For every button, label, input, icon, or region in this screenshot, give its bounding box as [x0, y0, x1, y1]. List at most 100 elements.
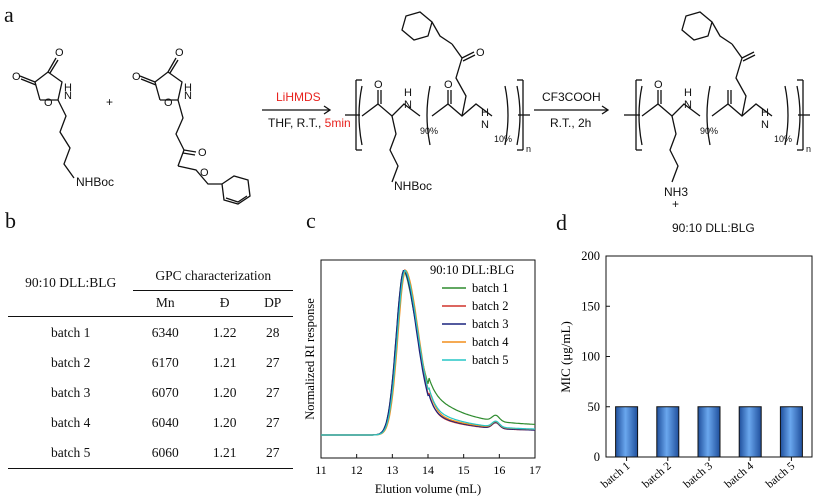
atom-label: N — [481, 119, 489, 131]
legend-label: batch 1 — [472, 281, 508, 295]
table-col-dp: DP — [264, 295, 282, 310]
panel-label-b: b — [5, 208, 16, 233]
series-line — [321, 269, 535, 436]
atom-label: H — [481, 107, 489, 119]
row-d: 1.22 — [212, 325, 237, 340]
atom-label: O — [12, 71, 21, 83]
row-d: 1.21 — [196, 438, 253, 469]
conditions-black: THF, R.T., — [268, 116, 325, 130]
nh3-charge: + — [672, 197, 679, 211]
row-label: batch 1 — [51, 325, 91, 340]
x-tick-label: batch 3 — [682, 460, 716, 491]
y-axis-label: Normalized RI response — [303, 298, 317, 420]
x-tick-label: batch 1 — [599, 460, 633, 491]
legend: batch 1 batch 2 batch 3 batch 4 batch 5 — [442, 281, 509, 367]
x-tick-labels: batch 1 batch 2 batch 3 batch 4 batch 5 — [599, 457, 798, 491]
atom-label: N — [404, 99, 412, 111]
row-mn: 6040 — [151, 415, 179, 430]
x-tick-label: 15 — [458, 463, 470, 477]
x-tick-label: batch 5 — [764, 460, 798, 491]
gpc-trace-chart: 11 12 13 14 15 16 17 90:10 DLL:BLG batch 1batc… — [303, 259, 541, 496]
x-tick-labels: 11 12 13 14 15 16 17 — [315, 454, 541, 477]
table-row: batch 5 6060 1.21 27 — [8, 438, 293, 469]
bars — [615, 406, 803, 458]
atom-label: N — [684, 99, 692, 111]
product-label: 90:10 DLL:BLG — [672, 221, 755, 235]
panel-label-d: d — [556, 210, 567, 235]
table-sample-header: 90:10 DLL:BLG — [25, 274, 117, 290]
atom-label: O — [164, 97, 173, 109]
row-mn: 6340 — [151, 325, 179, 340]
row-dp: 27 — [265, 385, 280, 400]
subscript-90: 90% — [420, 126, 438, 136]
conditions-red: 5min — [325, 116, 351, 130]
table-row: batch 4 6040 1.20 27 — [8, 408, 293, 438]
nhboc-label-monomer: NHBoc — [76, 175, 114, 189]
atom-label: O — [476, 47, 485, 59]
atom-label: O — [654, 79, 663, 91]
atom-label: N — [64, 90, 72, 102]
bar — [738, 406, 762, 458]
row-label: batch 3 — [51, 385, 91, 400]
subscript-10: 10% — [494, 134, 512, 144]
y-tick-label: 50 — [588, 400, 601, 414]
x-tick-label: 13 — [386, 463, 398, 477]
row-mn: 6070 — [151, 385, 179, 400]
reagent-tfa: CF3COOH — [542, 90, 601, 104]
atom-label: O — [200, 167, 209, 179]
x-tick-label: 17 — [529, 463, 541, 477]
panel-label-c: c — [306, 208, 316, 233]
chart-title: 90:10 DLL:BLG — [430, 263, 514, 277]
atom-label: O — [198, 147, 207, 159]
subscript-10: 10% — [774, 134, 792, 144]
atom-label: N — [184, 90, 192, 102]
legend-label: batch 5 — [472, 353, 508, 367]
row-label: batch 2 — [51, 355, 91, 370]
table-row: batch 3 6070 1.20 27 — [8, 378, 293, 408]
row-mn: 6170 — [151, 355, 179, 370]
atom-label: O — [44, 97, 53, 109]
y-tick-label: 100 — [581, 350, 600, 364]
row-label: batch 4 — [51, 415, 91, 430]
atom-label: O — [374, 79, 383, 91]
subscript-90: 90% — [700, 126, 718, 136]
atom-label: O — [175, 47, 184, 59]
x-tick-label: 11 — [315, 463, 327, 477]
bar — [656, 406, 680, 458]
atom-label: O — [55, 47, 64, 59]
panel-label-a: a — [4, 2, 14, 27]
row-mn: 6060 — [133, 438, 197, 469]
x-tick-label: batch 4 — [723, 460, 757, 491]
row-dp: 27 — [252, 438, 293, 469]
y-axis-label: MIC (μg/mL) — [558, 321, 573, 393]
table-col-dispersity: Đ — [219, 295, 230, 310]
y-tick-label: 150 — [581, 299, 600, 313]
conditions-step2: R.T., 2h — [550, 116, 591, 130]
atom-label: O — [132, 71, 141, 83]
bar — [779, 406, 803, 458]
atom-label: H — [184, 82, 192, 94]
conditions-step1: THF, R.T., 5min — [268, 116, 351, 130]
legend-label: batch 4 — [472, 335, 509, 349]
gpc-table: 90:10 DLL:BLG GPC characterization Mn Đ … — [8, 250, 293, 469]
table-group-header: GPC characterization — [133, 250, 293, 291]
bar — [697, 406, 721, 458]
table-row: batch 2 6170 1.21 27 — [8, 348, 293, 378]
row-d: 1.20 — [212, 385, 237, 400]
subscript-n: n — [526, 144, 531, 154]
row-dp: 27 — [265, 355, 280, 370]
table-col-mn: Mn — [155, 295, 175, 310]
series-lines — [321, 269, 536, 436]
atom-label: N — [761, 119, 769, 131]
row-dp: 27 — [265, 415, 280, 430]
y-tick-label: 200 — [581, 249, 600, 263]
bar — [615, 406, 639, 458]
x-tick-label: 16 — [493, 463, 505, 477]
row-d: 1.21 — [212, 355, 237, 370]
atom-label: H — [684, 87, 692, 99]
legend-label: batch 2 — [472, 299, 508, 313]
reagent-lihmds: LiHMDS — [276, 90, 321, 104]
atom-label: H — [761, 107, 769, 119]
subscript-n: n — [806, 144, 811, 154]
